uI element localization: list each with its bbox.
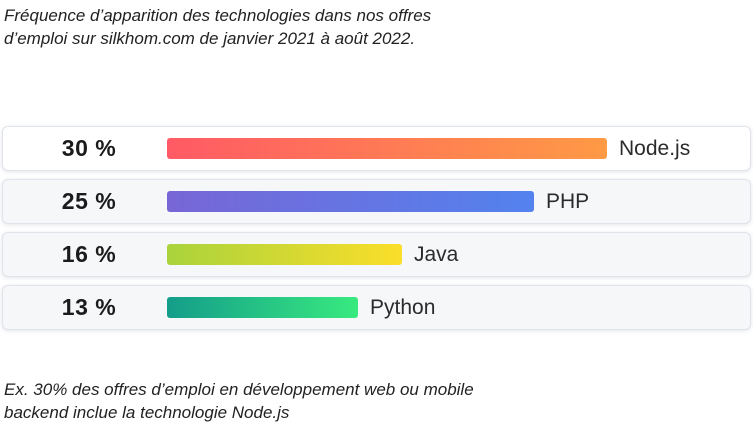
category-label: PHP	[546, 190, 590, 213]
bar-python	[167, 297, 358, 318]
category-label: Python	[370, 296, 436, 319]
bar-row-java: 16 % Java	[2, 232, 751, 277]
value-label: 13 %	[61, 294, 117, 320]
category-label: Java	[414, 243, 459, 266]
example-note: Ex. 30% des offres d’emploi en développe…	[4, 380, 474, 422]
bar-java	[167, 244, 402, 265]
bar-php	[167, 191, 534, 212]
value-label: 16 %	[61, 241, 117, 267]
bar-row-nodejs: 30 % Node.js	[2, 126, 751, 171]
bar-chart: 30 % Node.js 25 % PHP 16 % Java 13 % Pyt…	[2, 126, 751, 338]
value-label: 25 %	[61, 188, 117, 214]
value-label: 30 %	[61, 135, 117, 161]
bar-nodejs	[167, 138, 607, 159]
bar-row-php: 25 % PHP	[2, 179, 751, 224]
chart-caption: Fréquence d’apparition des technologies …	[4, 6, 432, 48]
bar-row-python: 13 % Python	[2, 285, 751, 330]
category-label: Node.js	[619, 137, 691, 160]
